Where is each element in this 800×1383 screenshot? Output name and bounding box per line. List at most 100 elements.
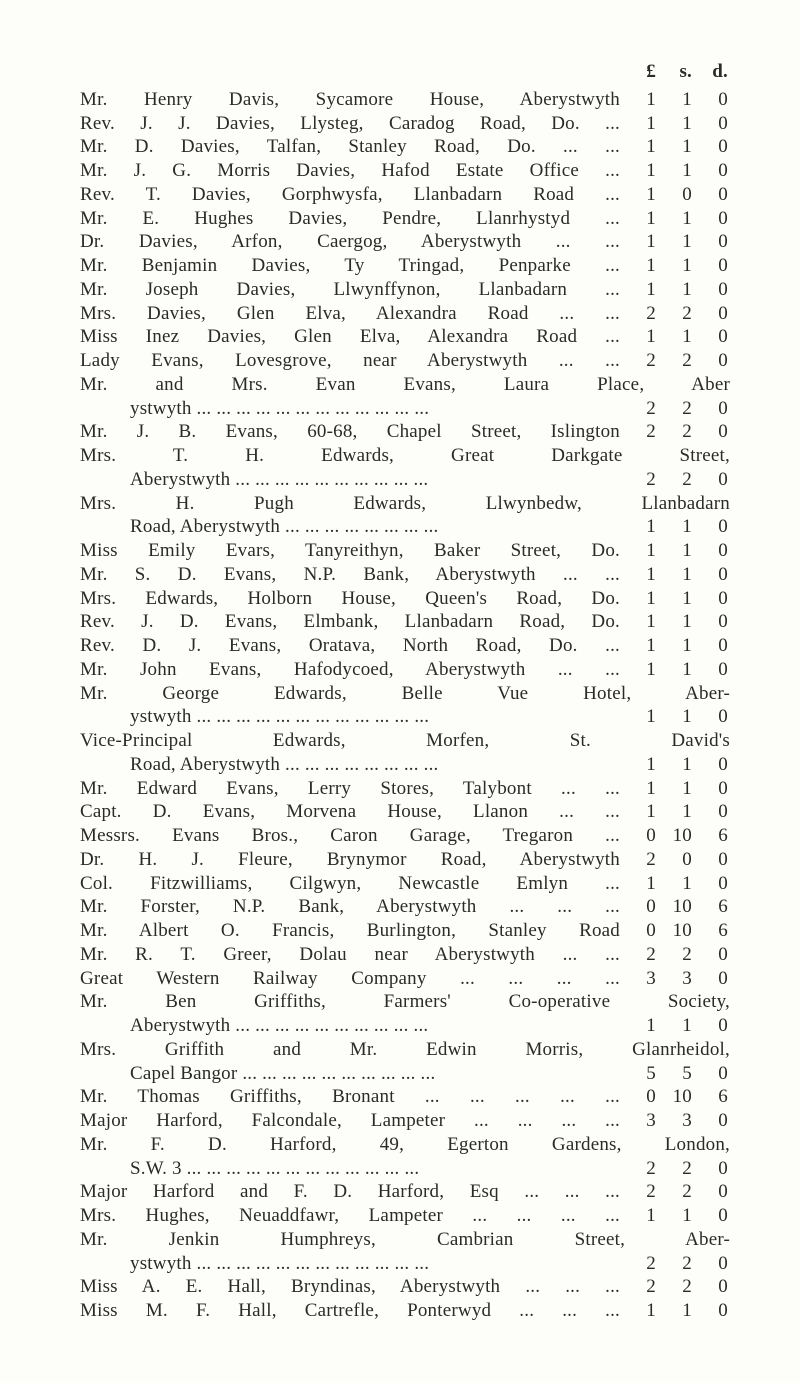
amount-s: 10 [656, 895, 692, 919]
amount-l: 1 [620, 777, 656, 801]
amount-s: 1 [656, 800, 692, 824]
amount-l: 1 [620, 159, 656, 183]
entry-name-line1: Mr. and Mrs. Evan Evans, Laura Place, Ab… [80, 373, 730, 397]
entry-name: Mr. S. D. Evans, N.P. Bank, Aberystwyth … [80, 563, 620, 587]
amount-l: 1 [620, 705, 656, 729]
amount-l: 2 [620, 943, 656, 967]
amount-s: 2 [656, 1157, 692, 1181]
amount-s: 2 [656, 420, 692, 444]
amount-d: 0 [692, 1109, 728, 1133]
amount-d: 0 [692, 397, 728, 421]
entry-name-line2: Aberystwyth ... ... ... ... ... ... ... … [80, 468, 620, 492]
amount-s: 1 [656, 159, 692, 183]
entry-name: Mr. Thomas Griffiths, Bronant ... ... ..… [80, 1085, 620, 1109]
ledger-entry: Rev. D. J. Evans, Oratava, North Road, D… [80, 634, 730, 658]
amount-l: 3 [620, 1109, 656, 1133]
amount-s: 2 [656, 1275, 692, 1299]
ledger-entry: Miss M. F. Hall, Cartrefle, Ponterwyd ..… [80, 1299, 730, 1323]
amount-l: 1 [620, 872, 656, 896]
ledger-entry: Rev. J. D. Evans, Elmbank, Llanbadarn Ro… [80, 610, 730, 634]
amount-s: 10 [656, 824, 692, 848]
amount-s: 1 [656, 753, 692, 777]
amount-d: 0 [692, 658, 728, 682]
amount-d: 0 [692, 349, 728, 373]
col-shillings: s. [656, 60, 692, 84]
amount-l: 0 [620, 895, 656, 919]
amount-d: 0 [692, 1299, 728, 1323]
entry-name: Dr. Davies, Arfon, Caergog, Aberystwyth … [80, 230, 620, 254]
amount-d: 0 [692, 420, 728, 444]
amount-s: 1 [656, 777, 692, 801]
ledger-entry: Mrs. H. Pugh Edwards, Llwynbedw, Llanbad… [80, 492, 730, 540]
ledger-entry: Major Harford, Falcondale, Lampeter ... … [80, 1109, 730, 1133]
col-pounds: £ [620, 60, 656, 84]
entry-name: Major Harford, Falcondale, Lampeter ... … [80, 1109, 620, 1133]
amount-l: 1 [620, 634, 656, 658]
entry-name: Mr. Henry Davis, Sycamore House, Aberyst… [80, 88, 620, 112]
entry-name-line1: Mrs. H. Pugh Edwards, Llwynbedw, Llanbad… [80, 492, 730, 516]
amount-l: 1 [620, 515, 656, 539]
amount-d: 0 [692, 753, 728, 777]
entry-name: Mr. E. Hughes Davies, Pendre, Llanrhysty… [80, 207, 620, 231]
amount-s: 2 [656, 1180, 692, 1204]
amount-s: 2 [656, 302, 692, 326]
entry-name: Miss M. F. Hall, Cartrefle, Ponterwyd ..… [80, 1299, 620, 1323]
amount-l: 3 [620, 967, 656, 991]
amount-l: 1 [620, 1014, 656, 1038]
entry-name: Mr. Joseph Davies, Llwynffynon, Llanbada… [80, 278, 620, 302]
amount-l: 1 [620, 563, 656, 587]
amount-s: 1 [656, 278, 692, 302]
ledger-entry: Messrs. Evans Bros., Caron Garage, Trega… [80, 824, 730, 848]
amount-d: 0 [692, 1252, 728, 1276]
amount-l: 2 [620, 1157, 656, 1181]
entries-list: Mr. Henry Davis, Sycamore House, Aberyst… [80, 88, 730, 1323]
amount-d: 0 [692, 515, 728, 539]
amount-d: 6 [692, 824, 728, 848]
amount-d: 0 [692, 848, 728, 872]
entry-name-line2: Aberystwyth ... ... ... ... ... ... ... … [80, 1014, 620, 1038]
entry-name-line1: Mr. Jenkin Humphreys, Cambrian Street, A… [80, 1228, 730, 1252]
ledger-entry: Mr. D. Davies, Talfan, Stanley Road, Do.… [80, 135, 730, 159]
amount-l: 2 [620, 848, 656, 872]
amount-d: 0 [692, 325, 728, 349]
amount-d: 0 [692, 563, 728, 587]
ledger-entry: Mr. George Edwards, Belle Vue Hotel, Abe… [80, 682, 730, 730]
amount-l: 1 [620, 135, 656, 159]
ledger-entry: Major Harford and F. D. Harford, Esq ...… [80, 1180, 730, 1204]
amount-d: 0 [692, 207, 728, 231]
ledger-entry: Vice-Principal Edwards, Morfen, St. Davi… [80, 729, 730, 777]
amount-l: 1 [620, 800, 656, 824]
entry-name-line2: S.W. 3 ... ... ... ... ... ... ... ... .… [80, 1157, 620, 1181]
ledger-entry: Mr. John Evans, Hafodycoed, Aberystwyth … [80, 658, 730, 682]
amount-s: 3 [656, 1109, 692, 1133]
amount-l: 1 [620, 1204, 656, 1228]
subscription-ledger-page: £ s. d. Mr. Henry Davis, Sycamore House,… [0, 0, 800, 1383]
amount-s: 1 [656, 254, 692, 278]
amount-d: 0 [692, 587, 728, 611]
ledger-entry: Dr. H. J. Fleure, Brynymor Road, Aberyst… [80, 848, 730, 872]
amount-s: 1 [656, 658, 692, 682]
amount-l: 2 [620, 1275, 656, 1299]
amount-l: 1 [620, 658, 656, 682]
entry-name: Capt. D. Evans, Morvena House, Llanon ..… [80, 800, 620, 824]
amount-l: 0 [620, 824, 656, 848]
amount-s: 2 [656, 349, 692, 373]
amount-l: 1 [620, 254, 656, 278]
amount-d: 0 [692, 1014, 728, 1038]
amount-l: 2 [620, 420, 656, 444]
amount-d: 0 [692, 539, 728, 563]
ledger-entry: Mr. Edward Evans, Lerry Stores, Talybont… [80, 777, 730, 801]
ledger-entry: Mr. Benjamin Davies, Ty Tringad, Penpark… [80, 254, 730, 278]
ledger-entry: Rev. T. Davies, Gorphwysfa, Llanbadarn R… [80, 183, 730, 207]
amount-l: 2 [620, 397, 656, 421]
entry-name: Mrs. Davies, Glen Elva, Alexandra Road .… [80, 302, 620, 326]
amount-s: 1 [656, 634, 692, 658]
amount-s: 1 [656, 872, 692, 896]
entry-name: Rev. D. J. Evans, Oratava, North Road, D… [80, 634, 620, 658]
amount-d: 0 [692, 88, 728, 112]
amount-s: 1 [656, 88, 692, 112]
entry-name: Miss Inez Davies, Glen Elva, Alexandra R… [80, 325, 620, 349]
amount-s: 1 [656, 230, 692, 254]
entry-name-line1: Mr. George Edwards, Belle Vue Hotel, Abe… [80, 682, 730, 706]
entry-name-line2: Capel Bangor ... ... ... ... ... ... ...… [80, 1062, 620, 1086]
